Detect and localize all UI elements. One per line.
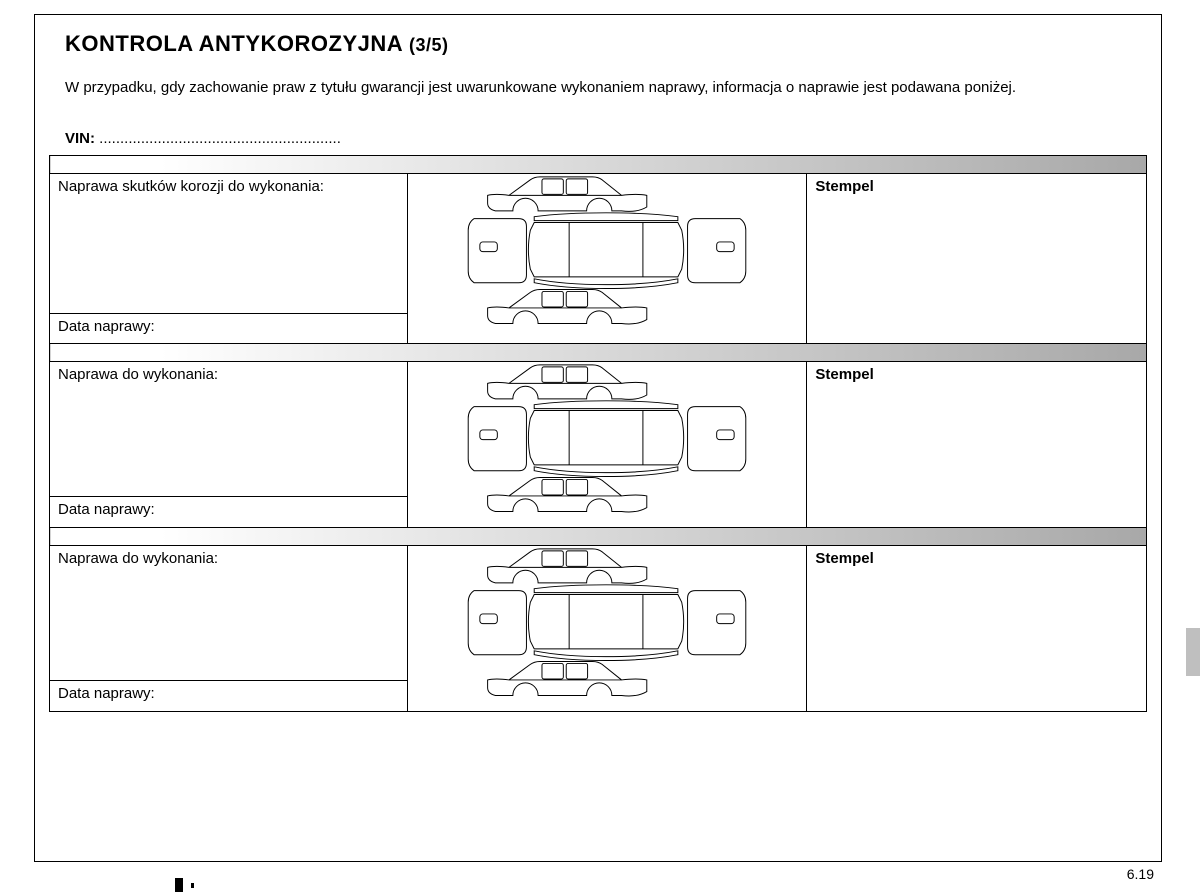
repair-cell: Naprawa do wykonania: [50, 546, 408, 681]
intro-text: W przypadku, gdy zachowanie praw z tytuł… [65, 79, 1131, 96]
footer-marks [175, 877, 205, 892]
diagram-cell [407, 174, 807, 344]
date-label: Data naprawy: [58, 501, 155, 518]
page-frame: KONTROLA ANTYKOROZYJNA (3/5) W przypadku… [34, 14, 1162, 862]
car-diagram-icon [408, 174, 807, 339]
repair-cell: Naprawa do wykonania: [50, 362, 408, 497]
repair-label: Naprawa do wykonania: [58, 366, 218, 383]
form-table: Naprawa skutków korozji do wykonania: [49, 155, 1147, 712]
vin-dots [95, 130, 341, 147]
page-title: KONTROLA ANTYKOROZYJNA (3/5) [65, 31, 1161, 57]
side-tab [1186, 628, 1200, 676]
date-label: Data naprawy: [58, 685, 155, 702]
car-diagram-icon [408, 362, 807, 527]
car-diagram-icon [408, 546, 807, 711]
stamp-cell: Stempel [807, 546, 1147, 712]
vin-label: VIN: [65, 130, 95, 147]
vin-line: VIN: [65, 130, 1161, 147]
gradient-divider [50, 156, 1147, 174]
page-number: 6.19 [1127, 866, 1154, 882]
title-main: KONTROLA ANTYKOROZYJNA [65, 31, 402, 56]
date-label: Data naprawy: [58, 318, 155, 335]
form-block: Naprawa do wykonania: [50, 362, 1147, 497]
stamp-label: Stempel [815, 550, 873, 567]
gradient-divider [50, 528, 1147, 546]
stamp-cell: Stempel [807, 174, 1147, 344]
date-cell: Data naprawy: [50, 496, 408, 527]
diagram-cell [407, 362, 807, 528]
stamp-label: Stempel [815, 366, 873, 383]
title-sub: (3/5) [409, 35, 449, 55]
date-cell: Data naprawy: [50, 680, 408, 711]
date-cell: Data naprawy: [50, 314, 408, 344]
repair-label: Naprawa skutków korozji do wykonania: [58, 178, 324, 195]
stamp-cell: Stempel [807, 362, 1147, 528]
repair-cell: Naprawa skutków korozji do wykonania: [50, 174, 408, 314]
repair-label: Naprawa do wykonania: [58, 550, 218, 567]
form-block: Naprawa skutków korozji do wykonania: [50, 174, 1147, 314]
gradient-divider [50, 344, 1147, 362]
form-block: Naprawa do wykonania: [50, 546, 1147, 681]
diagram-cell [407, 546, 807, 712]
stamp-label: Stempel [815, 178, 873, 195]
